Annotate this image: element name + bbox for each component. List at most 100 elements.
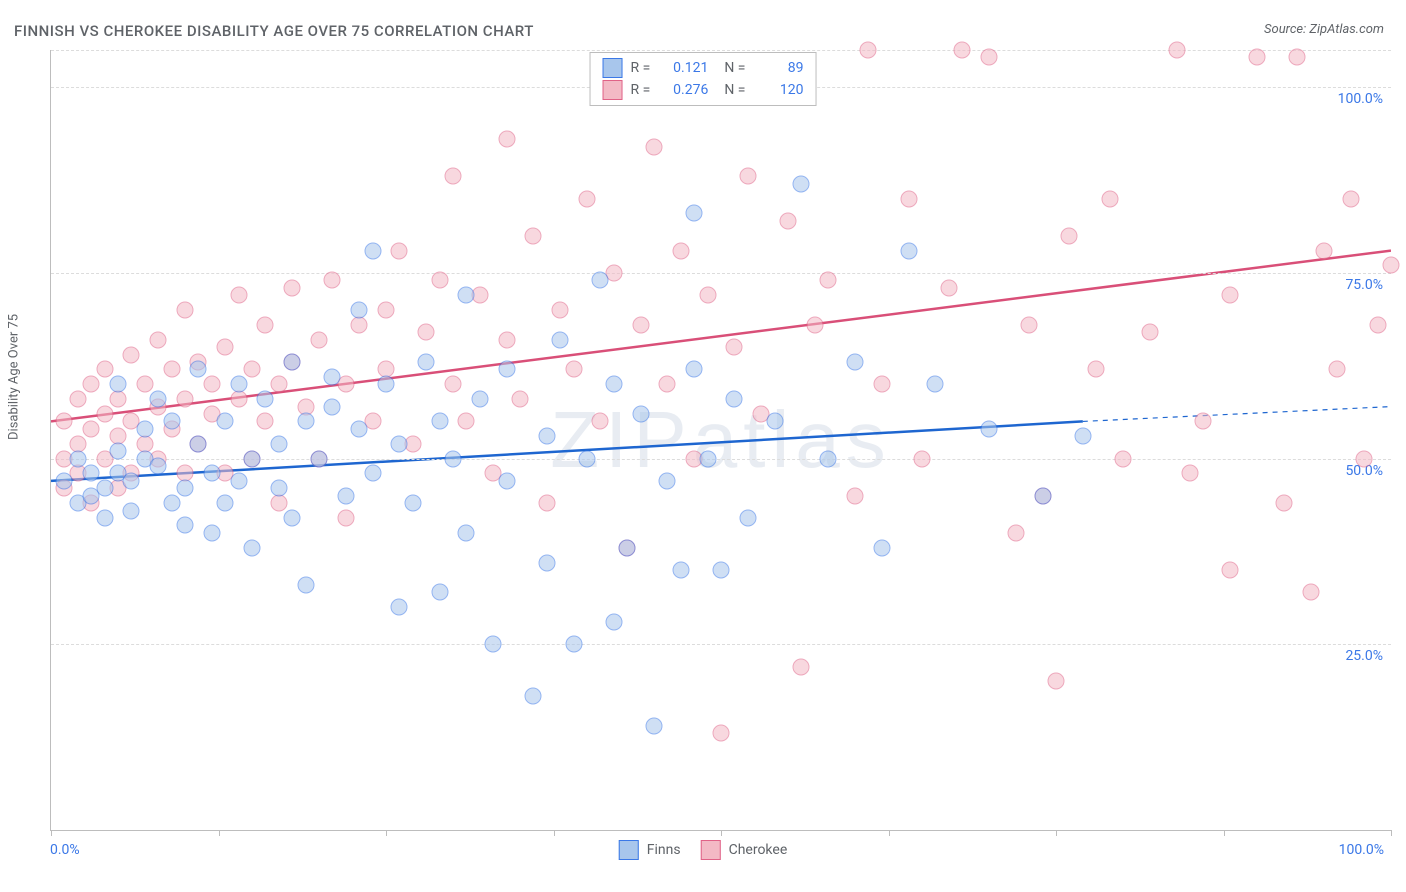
legend-r-value: 0.276 <box>658 79 708 101</box>
scatter-point <box>378 302 395 319</box>
scatter-point <box>1356 450 1373 467</box>
scatter-point <box>311 331 328 348</box>
legend-label: Cherokee <box>729 842 788 858</box>
y-tick-label: 75.0% <box>1345 277 1383 293</box>
scatter-point <box>257 391 274 408</box>
scatter-point <box>579 450 596 467</box>
scatter-point <box>646 718 663 735</box>
scatter-point <box>1088 361 1105 378</box>
legend-n-label: N = <box>724 57 745 79</box>
scatter-point <box>646 138 663 155</box>
x-tick <box>219 830 220 836</box>
scatter-point <box>203 465 220 482</box>
scatter-point <box>847 487 864 504</box>
scatter-point <box>820 272 837 289</box>
scatter-point <box>244 450 261 467</box>
legend-r-value: 0.121 <box>658 57 708 79</box>
legend-swatch <box>603 80 623 100</box>
scatter-point <box>579 190 596 207</box>
legend-swatch <box>619 840 639 860</box>
legend-swatch <box>701 840 721 860</box>
scatter-point <box>150 458 167 475</box>
scatter-point <box>351 302 368 319</box>
scatter-point <box>83 465 100 482</box>
scatter-point <box>619 539 636 556</box>
scatter-point <box>860 42 877 59</box>
scatter-point <box>940 279 957 296</box>
scatter-point <box>230 391 247 408</box>
scatter-point <box>257 413 274 430</box>
x-axis-max-label: 100.0% <box>1339 842 1384 858</box>
scatter-point <box>592 272 609 289</box>
scatter-point <box>632 316 649 333</box>
scatter-point <box>257 316 274 333</box>
scatter-point <box>699 450 716 467</box>
scatter-point <box>1101 190 1118 207</box>
x-tick <box>1391 830 1392 836</box>
scatter-point <box>297 413 314 430</box>
scatter-point <box>364 465 381 482</box>
scatter-point <box>217 339 234 356</box>
scatter-point <box>538 495 555 512</box>
scatter-point <box>270 376 287 393</box>
scatter-point <box>659 376 676 393</box>
scatter-point <box>713 725 730 742</box>
scatter-point <box>458 524 475 541</box>
scatter-point <box>1249 49 1266 66</box>
scatter-point <box>565 361 582 378</box>
legend-row: R =0.276N =120 <box>603 79 804 101</box>
scatter-point <box>445 450 462 467</box>
scatter-point <box>1275 495 1292 512</box>
scatter-point <box>96 361 113 378</box>
scatter-point <box>136 376 153 393</box>
scatter-point <box>1222 287 1239 304</box>
scatter-point <box>1074 428 1091 445</box>
scatter-point <box>1021 316 1038 333</box>
scatter-point <box>780 212 797 229</box>
scatter-point <box>177 391 194 408</box>
scatter-point <box>1369 316 1386 333</box>
scatter-point <box>337 510 354 527</box>
scatter-point <box>686 205 703 222</box>
scatter-point <box>471 391 488 408</box>
scatter-point <box>351 420 368 437</box>
legend-row: R =0.121N =89 <box>603 57 804 79</box>
scatter-point <box>297 576 314 593</box>
scatter-point <box>163 361 180 378</box>
scatter-point <box>498 131 515 148</box>
legend-label: Finns <box>647 842 681 858</box>
scatter-point <box>806 316 823 333</box>
scatter-point <box>538 428 555 445</box>
scatter-point <box>592 413 609 430</box>
scatter-point <box>431 272 448 289</box>
legend-swatch <box>603 58 623 78</box>
gridline <box>51 273 1391 274</box>
scatter-point <box>726 391 743 408</box>
scatter-point <box>391 242 408 259</box>
scatter-point <box>981 420 998 437</box>
scatter-point <box>552 302 569 319</box>
scatter-point <box>873 376 890 393</box>
trend-lines-svg <box>51 50 1391 830</box>
scatter-point <box>1316 242 1333 259</box>
x-tick <box>1224 830 1225 836</box>
scatter-point <box>873 539 890 556</box>
chart-title: FINNISH VS CHEROKEE DISABILITY AGE OVER … <box>14 22 534 40</box>
scatter-point <box>123 472 140 489</box>
scatter-point <box>485 636 502 653</box>
x-axis-min-label: 0.0% <box>50 842 80 858</box>
watermark: ZIPatlas <box>550 394 891 486</box>
legend-n-value: 120 <box>753 79 803 101</box>
legend-item: Cherokee <box>701 840 788 860</box>
scatter-point <box>96 480 113 497</box>
x-tick <box>721 830 722 836</box>
scatter-point <box>190 361 207 378</box>
legend-r-label: R = <box>631 57 651 79</box>
scatter-point <box>1048 673 1065 690</box>
scatter-point <box>1182 465 1199 482</box>
scatter-point <box>1061 227 1078 244</box>
scatter-point <box>766 413 783 430</box>
scatter-point <box>820 450 837 467</box>
scatter-point <box>284 354 301 371</box>
scatter-point <box>552 331 569 348</box>
